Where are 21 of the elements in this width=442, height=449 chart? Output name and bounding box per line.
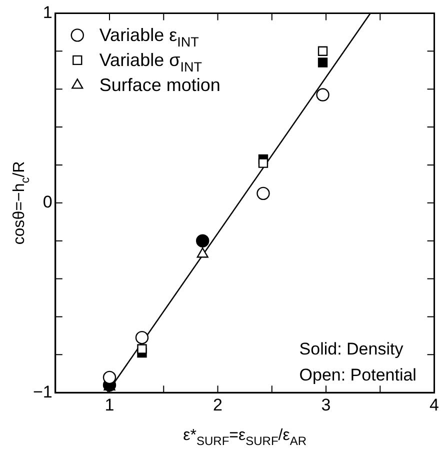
point: [137, 344, 147, 354]
point: [316, 88, 330, 102]
x-tick-label: 2: [213, 395, 222, 414]
x-tick-label: 3: [321, 395, 331, 414]
point: [256, 186, 270, 200]
y-tick-label: −1: [32, 382, 52, 402]
point: [135, 330, 149, 344]
point: [196, 248, 208, 258]
point: [196, 234, 210, 248]
y-tick-label: 1: [42, 2, 52, 22]
x-tick-label: 1: [104, 395, 114, 414]
point: [318, 58, 328, 68]
point: [258, 158, 268, 168]
point: [102, 370, 116, 384]
y-tick-label: 0: [42, 192, 52, 212]
annotation: Solid: Density: [299, 340, 404, 359]
legend-label: Surface motion: [99, 75, 220, 96]
annotation: Open: Potential: [299, 366, 416, 385]
y-axis-title: cosθ=−hc/R: [11, 161, 32, 245]
x-tick-label: 4: [430, 395, 440, 414]
point: [318, 46, 328, 56]
